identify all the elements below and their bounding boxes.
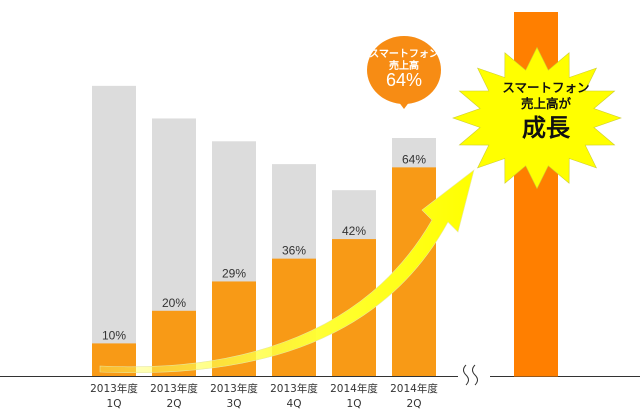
background-bar <box>92 85 136 377</box>
x-tick-year: 2013年度 <box>90 382 138 395</box>
x-tick-year: 2014年度 <box>390 382 438 395</box>
growth-arrow <box>99 169 475 374</box>
burst-line1: スマートフォン <box>502 80 590 95</box>
bar-value-label: 64% <box>402 152 426 166</box>
x-tick-quarter: 1Q <box>347 398 362 410</box>
burst-line3: 成長 <box>522 114 570 142</box>
bar-value-label: 29% <box>222 266 246 280</box>
x-tick-year: 2014年度 <box>330 382 378 395</box>
x-tick-quarter: 2Q <box>407 398 422 410</box>
x-tick-quarter: 4Q <box>287 398 302 410</box>
callout-tail <box>398 101 410 109</box>
x-tick-quarter: 3Q <box>227 398 242 410</box>
x-tick-quarter: 2Q <box>167 398 182 410</box>
bar-value-label: 36% <box>282 244 306 258</box>
callout-line1: スマートフォン <box>369 49 439 60</box>
x-tick-year: 2013年度 <box>150 382 198 395</box>
sales-callout-bubble: スマートフォン 売上高 64% <box>367 36 441 104</box>
x-tick-year: 2013年度 <box>270 382 318 395</box>
starburst-badge <box>452 46 622 190</box>
axis-break-icon <box>458 362 490 388</box>
x-tick-quarter: 1Q <box>107 398 122 410</box>
bar-value-label: 20% <box>162 296 186 310</box>
burst-line2: 売上高が <box>520 96 571 111</box>
callout-value: 64% <box>385 70 423 90</box>
x-tick-year: 2013年度 <box>210 382 258 395</box>
bar-value-label: 42% <box>342 224 366 238</box>
value-bar <box>272 258 316 376</box>
bar-value-label: 10% <box>102 328 126 342</box>
callout-line2: 売上高 <box>389 61 419 72</box>
burst-text: スマートフォン 売上高が 成長 <box>478 80 614 144</box>
